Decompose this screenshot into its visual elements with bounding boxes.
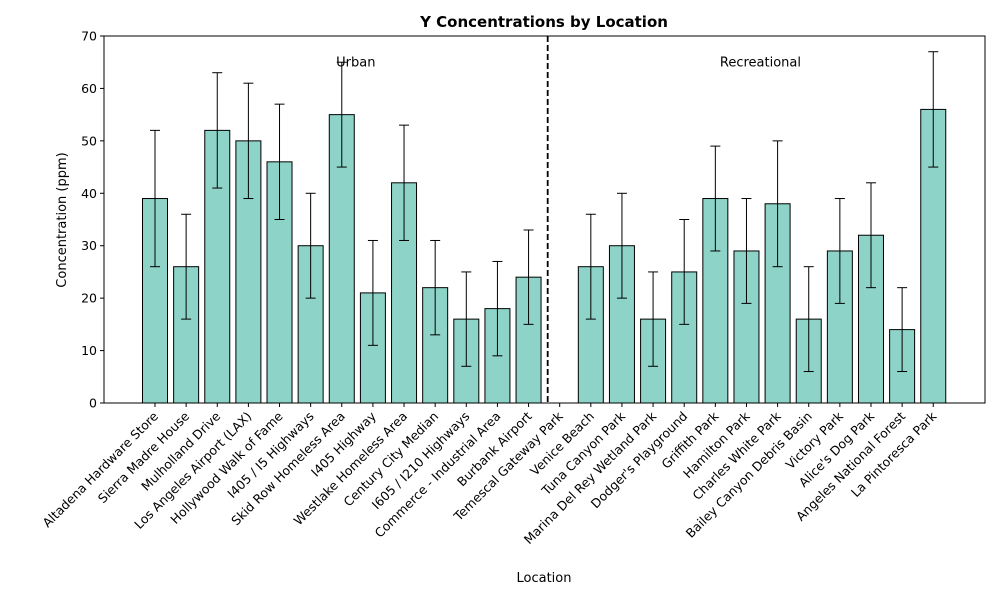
y-axis: 0 10 20 30 40 50 60 70	[81, 29, 104, 411]
plot-frame	[103, 35, 986, 404]
y-tick-label: 40	[81, 186, 97, 201]
y-tick-label: 30	[81, 238, 97, 253]
chart-title: Y Concentrations by Location	[419, 13, 668, 31]
plot-area	[103, 35, 986, 404]
y-tick-label: 50	[81, 133, 97, 148]
y-axis-label: Concentration (ppm)	[55, 152, 70, 287]
x-axis-label: Location	[517, 571, 572, 586]
y-tick-label: 0	[89, 396, 97, 411]
bar	[142, 198, 168, 404]
y-tick-label: 10	[81, 343, 97, 358]
y-tick-label: 70	[81, 29, 97, 44]
bars-group	[142, 108, 947, 404]
group-label: Recreational	[720, 56, 801, 71]
annotations-group: Urban Recreational	[336, 56, 801, 71]
y-tick-label: 60	[81, 81, 97, 96]
group-label: Urban	[336, 56, 375, 71]
y-tick-label: 20	[81, 291, 97, 306]
error-bars-group	[150, 51, 939, 373]
